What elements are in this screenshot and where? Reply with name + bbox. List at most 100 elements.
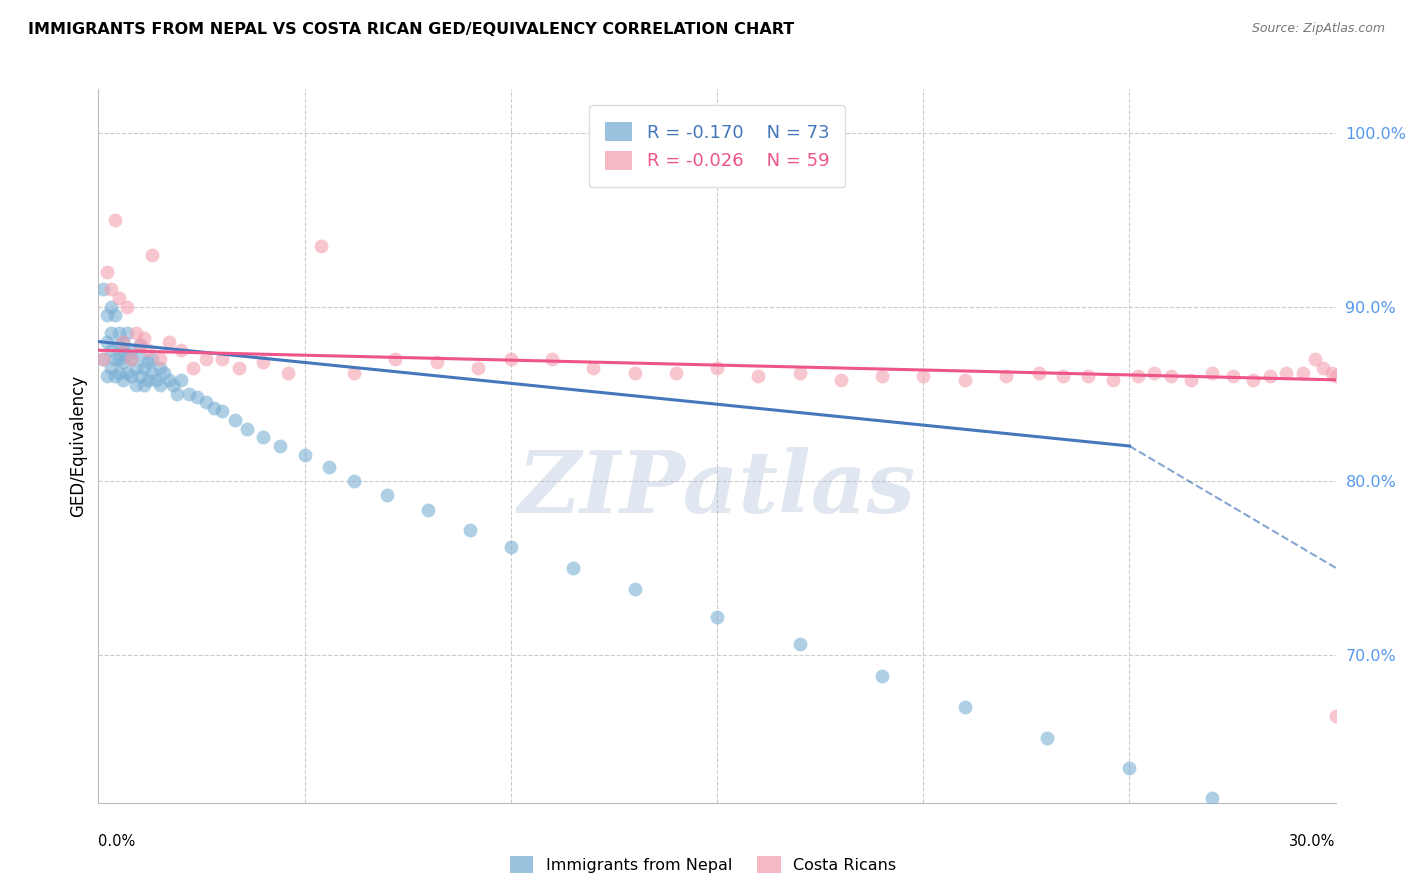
Point bbox=[870, 669, 893, 683]
Point bbox=[120, 351, 142, 366]
Point bbox=[117, 300, 139, 314]
Point bbox=[211, 351, 233, 366]
Point bbox=[1292, 366, 1315, 380]
Point bbox=[1324, 369, 1347, 384]
Point bbox=[100, 300, 122, 314]
Point bbox=[104, 309, 127, 323]
Point bbox=[830, 373, 852, 387]
Point bbox=[1028, 366, 1050, 380]
Point bbox=[343, 366, 366, 380]
Point bbox=[149, 378, 172, 392]
Point bbox=[170, 373, 193, 387]
Point bbox=[1320, 366, 1343, 380]
Point bbox=[104, 369, 127, 384]
Point bbox=[112, 334, 135, 349]
Point bbox=[108, 351, 131, 366]
Point bbox=[1312, 360, 1334, 375]
Point bbox=[623, 582, 645, 596]
Point bbox=[136, 355, 159, 369]
Point bbox=[112, 343, 135, 358]
Point bbox=[202, 401, 225, 415]
Point bbox=[953, 700, 976, 714]
Point bbox=[100, 282, 122, 296]
Point bbox=[112, 355, 135, 369]
Point bbox=[953, 373, 976, 387]
Point bbox=[789, 637, 811, 651]
Point bbox=[1241, 373, 1264, 387]
Point bbox=[252, 430, 274, 444]
Point bbox=[91, 351, 114, 366]
Point bbox=[132, 360, 155, 375]
Text: ZIPatlas: ZIPatlas bbox=[517, 447, 917, 531]
Point bbox=[157, 334, 180, 349]
Point bbox=[994, 369, 1017, 384]
Point bbox=[1102, 373, 1125, 387]
Point bbox=[747, 369, 769, 384]
Point bbox=[141, 366, 163, 380]
Point bbox=[343, 474, 366, 488]
Point bbox=[96, 369, 118, 384]
Point bbox=[1303, 351, 1326, 366]
Point bbox=[426, 355, 449, 369]
Point bbox=[132, 331, 155, 345]
Point bbox=[665, 366, 688, 380]
Point bbox=[157, 373, 180, 387]
Point bbox=[870, 369, 893, 384]
Point bbox=[1275, 366, 1298, 380]
Point bbox=[224, 413, 246, 427]
Point bbox=[1052, 369, 1074, 384]
Text: 0.0%: 0.0% bbox=[98, 834, 135, 849]
Point bbox=[128, 369, 150, 384]
Point bbox=[211, 404, 233, 418]
Point bbox=[149, 360, 172, 375]
Text: 30.0%: 30.0% bbox=[1289, 834, 1336, 849]
Point bbox=[124, 378, 146, 392]
Point bbox=[1077, 369, 1099, 384]
Point bbox=[467, 360, 489, 375]
Point bbox=[166, 386, 188, 401]
Point bbox=[582, 360, 605, 375]
Point bbox=[1126, 369, 1149, 384]
Point bbox=[91, 351, 114, 366]
Point bbox=[499, 351, 522, 366]
Point bbox=[100, 343, 122, 358]
Point bbox=[789, 366, 811, 380]
Point bbox=[96, 309, 118, 323]
Point bbox=[706, 360, 728, 375]
Point bbox=[136, 343, 159, 358]
Point bbox=[623, 366, 645, 380]
Y-axis label: GED/Equivalency: GED/Equivalency bbox=[69, 375, 87, 517]
Point bbox=[108, 326, 131, 340]
Text: IMMIGRANTS FROM NEPAL VS COSTA RICAN GED/EQUIVALENCY CORRELATION CHART: IMMIGRANTS FROM NEPAL VS COSTA RICAN GED… bbox=[28, 22, 794, 37]
Point bbox=[912, 369, 935, 384]
Point bbox=[418, 503, 440, 517]
Point bbox=[112, 373, 135, 387]
Point bbox=[96, 265, 118, 279]
Point bbox=[309, 239, 332, 253]
Point bbox=[104, 212, 127, 227]
Point bbox=[120, 351, 142, 366]
Point bbox=[1201, 366, 1223, 380]
Point bbox=[1222, 369, 1244, 384]
Legend: Immigrants from Nepal, Costa Ricans: Immigrants from Nepal, Costa Ricans bbox=[503, 849, 903, 880]
Point bbox=[117, 326, 139, 340]
Legend: R = -0.170    N = 73, R = -0.026    N = 59: R = -0.170 N = 73, R = -0.026 N = 59 bbox=[589, 105, 845, 186]
Point bbox=[145, 373, 167, 387]
Point bbox=[1263, 822, 1285, 836]
Point bbox=[132, 378, 155, 392]
Point bbox=[269, 439, 291, 453]
Point bbox=[108, 338, 131, 352]
Point bbox=[162, 378, 184, 392]
Point bbox=[318, 459, 340, 474]
Point bbox=[1118, 761, 1140, 775]
Point bbox=[128, 349, 150, 363]
Point bbox=[1180, 373, 1202, 387]
Point bbox=[294, 448, 316, 462]
Point bbox=[108, 291, 131, 305]
Point bbox=[194, 395, 217, 409]
Point bbox=[104, 351, 127, 366]
Point bbox=[170, 343, 193, 358]
Point bbox=[112, 334, 135, 349]
Point bbox=[194, 351, 217, 366]
Point bbox=[541, 351, 564, 366]
